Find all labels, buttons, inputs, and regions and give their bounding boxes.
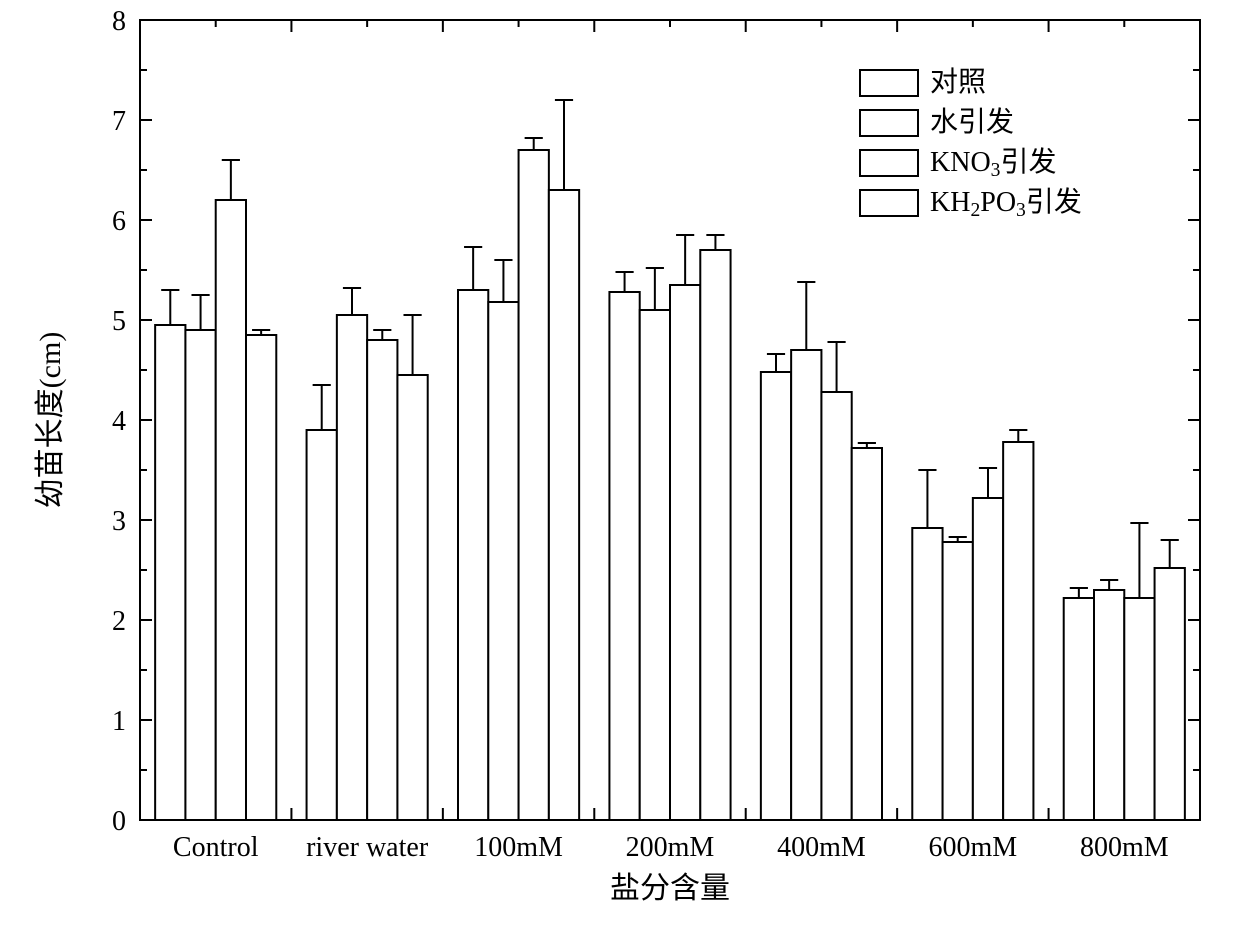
bar-kh2po3 [1003, 442, 1033, 820]
y-tick-label: 8 [112, 6, 126, 37]
bar-control [609, 292, 639, 820]
y-tick-label: 5 [112, 306, 126, 337]
chart-svg: 0 1 2 3 4 5 6 7 8 Control river water 100mM 200mM 400… [0, 0, 1240, 927]
bar-water [791, 350, 821, 820]
bar-kno3 [1124, 598, 1154, 820]
x-tick-label: Control [173, 832, 259, 863]
y-tick-label: 3 [112, 506, 126, 537]
x-tick-label: 600mM [929, 832, 1018, 863]
bar-control [912, 528, 942, 820]
legend-swatch-kno3 [860, 150, 918, 176]
legend-label-water: 水引发 [930, 106, 1014, 138]
bar-kh2po3 [700, 250, 730, 820]
bar-water [640, 310, 670, 820]
x-tick-label: 100mM [474, 832, 563, 863]
y-axis-title: 幼苗长度(cm) [34, 332, 67, 509]
chart-root: 0 1 2 3 4 5 6 7 8 Control river water 100mM 200mM 400… [0, 0, 1240, 927]
bar-water [488, 302, 518, 820]
bar-water [943, 542, 973, 820]
bar-kh2po3 [246, 335, 276, 820]
bar-kh2po3 [397, 375, 427, 820]
y-tick-label: 4 [112, 406, 126, 437]
y-tick-label: 0 [112, 806, 126, 837]
bar-control [458, 290, 488, 820]
bar-kh2po3 [549, 190, 579, 820]
bar-kno3 [670, 285, 700, 820]
bar-kno3 [519, 150, 549, 820]
bar-kno3 [216, 200, 246, 820]
x-tick-label: 200mM [626, 832, 715, 863]
x-tick-label: river water [306, 832, 429, 863]
y-tick-label: 2 [112, 606, 126, 637]
bar-kh2po3 [1155, 568, 1185, 820]
bar-kno3 [367, 340, 397, 820]
legend-label-control: 对照 [930, 66, 986, 98]
bar-water [337, 315, 367, 820]
x-axis-title: 盐分含量 [610, 872, 730, 905]
bar-control [155, 325, 185, 820]
bar-kno3 [821, 392, 851, 820]
bar-kno3 [973, 498, 1003, 820]
y-tick-label: 1 [112, 706, 126, 737]
bar-kh2po3 [852, 448, 882, 820]
legend-swatch-kh2po3 [860, 190, 918, 216]
bar-control [761, 372, 791, 820]
legend-label-kno3: KNO3引发 [930, 146, 1056, 181]
bar-control [1064, 598, 1094, 820]
bar-water [185, 330, 215, 820]
x-tick-label: 800mM [1080, 832, 1169, 863]
y-tick-label: 7 [112, 106, 126, 137]
y-tick-label: 6 [112, 206, 126, 237]
legend-swatch-water [860, 110, 918, 136]
bar-control [307, 430, 337, 820]
legend-swatch-control [860, 70, 918, 96]
legend-label-kh2po3: KH2PO3引发 [930, 186, 1082, 221]
x-tick-label: 400mM [777, 832, 866, 863]
bar-water [1094, 590, 1124, 820]
